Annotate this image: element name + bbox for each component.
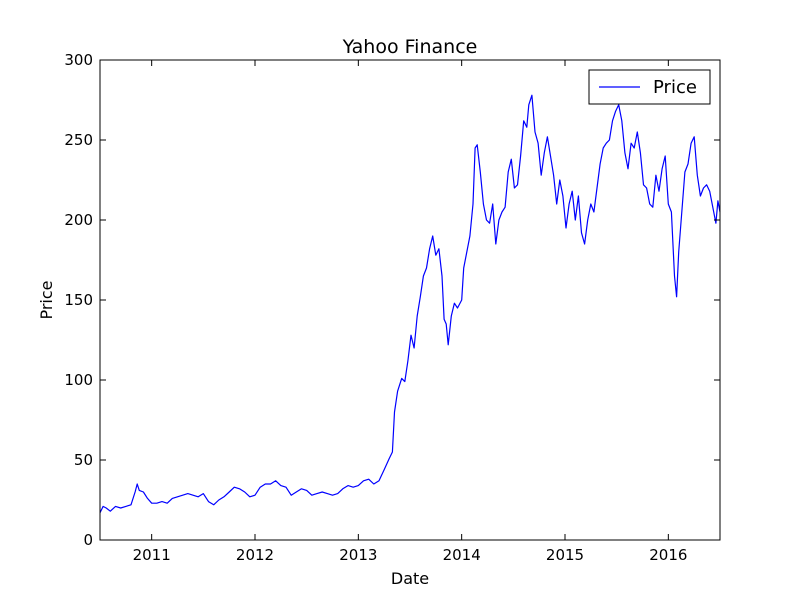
x-tick-label: 2013 bbox=[339, 546, 377, 564]
y-tick-label: 200 bbox=[64, 211, 93, 229]
y-tick-label: 0 bbox=[83, 531, 93, 549]
legend: Price bbox=[588, 69, 711, 105]
series-line-price bbox=[99, 94, 721, 514]
y-axis-ticks: 0 50 100 150 200 250 300 bbox=[64, 51, 720, 549]
x-tick-label: 2012 bbox=[236, 546, 274, 564]
chart-title: Yahoo Finance bbox=[342, 36, 478, 58]
x-tick-label: 2011 bbox=[133, 546, 171, 564]
y-tick-label: 300 bbox=[64, 51, 93, 69]
y-tick-label: 50 bbox=[74, 451, 93, 469]
plot-area bbox=[100, 60, 720, 540]
y-tick-label: 100 bbox=[64, 371, 93, 389]
y-axis-label: Price bbox=[37, 280, 56, 319]
y-tick-label: 250 bbox=[64, 131, 93, 149]
x-tick-label: 2016 bbox=[649, 546, 687, 564]
x-axis-label: Date bbox=[391, 569, 429, 588]
legend-label-price: Price bbox=[653, 77, 697, 98]
x-tick-label: 2015 bbox=[546, 546, 584, 564]
series-line-layer bbox=[99, 94, 721, 514]
x-axis-ticks: 2011 2012 2013 2014 2015 2016 bbox=[133, 60, 687, 564]
x-tick-label: 2014 bbox=[443, 546, 481, 564]
y-tick-label: 150 bbox=[64, 291, 93, 309]
